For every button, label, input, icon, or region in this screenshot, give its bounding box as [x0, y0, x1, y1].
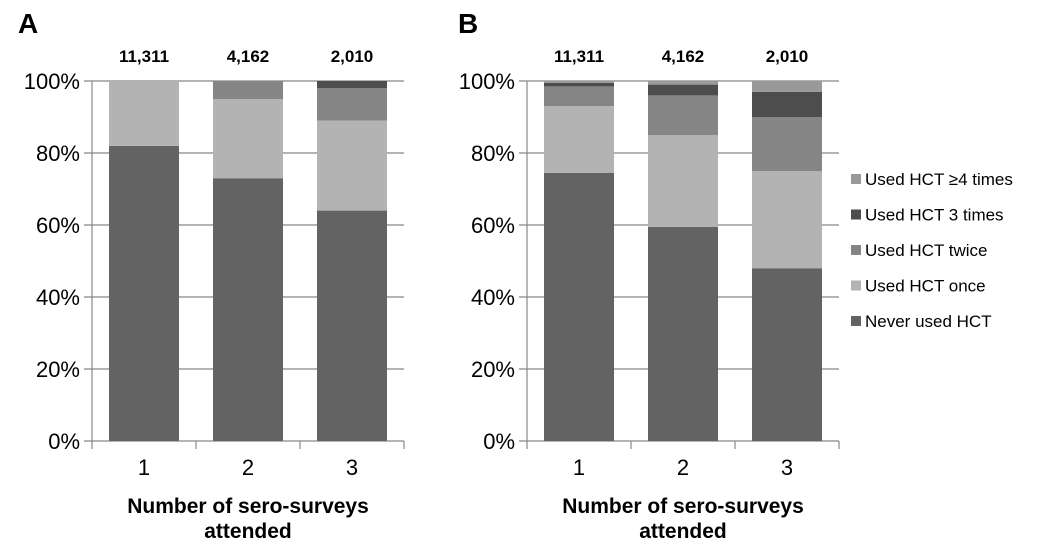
x-axis-title: attended — [639, 520, 727, 543]
bar-segment — [109, 145, 179, 442]
bar-count-label: 4,162 — [662, 47, 705, 66]
bar-segment — [213, 81, 283, 99]
legend-swatch — [851, 280, 861, 291]
bar-segment — [213, 99, 283, 179]
y-tick-label: 20% — [36, 357, 80, 382]
bar-count-label: 11,311 — [554, 47, 604, 66]
bar-segment — [752, 117, 822, 171]
x-tick-label: 1 — [138, 455, 150, 480]
chart-panel-a: A 0% 20% 40% 60% 80% 100% 1 11,311 2 4,162 3 2,010 Nu… — [18, 8, 405, 543]
bar-segment — [752, 268, 822, 441]
legend-swatch — [851, 245, 861, 255]
bar-count-label: 4,162 — [227, 47, 270, 66]
bar-segment — [648, 135, 718, 227]
x-axis-title: Number of sero-surveys — [562, 495, 804, 518]
bar-segment — [317, 88, 387, 121]
bar-count-label: 2,010 — [766, 47, 809, 66]
panel-letter: B — [458, 8, 478, 39]
y-tick-label: 100% — [459, 69, 515, 94]
bar-segment — [317, 120, 387, 211]
bar-segment — [544, 172, 614, 442]
bar-segment — [752, 81, 822, 92]
legend-label: Never used HCT — [865, 312, 992, 331]
y-tick-label: 60% — [36, 213, 80, 238]
bar-segment — [648, 81, 718, 85]
bar-segment — [648, 95, 718, 135]
x-tick-label: 2 — [242, 455, 254, 480]
legend-swatch — [851, 174, 861, 184]
legend-swatch — [851, 316, 861, 326]
y-tick-label: 40% — [471, 285, 515, 310]
x-tick-label: 3 — [346, 455, 358, 480]
y-tick-label: 0% — [483, 429, 515, 454]
bar-segment — [544, 106, 614, 173]
legend-label: Used HCT 3 times — [865, 206, 1004, 225]
x-tick-label: 1 — [573, 455, 585, 480]
bar-segment — [752, 171, 822, 269]
legend-label: Used HCT ≥4 times — [865, 170, 1013, 189]
panel-letter: A — [18, 8, 38, 39]
bar-count-label: 11,311 — [119, 47, 169, 66]
y-tick-label: 20% — [471, 357, 515, 382]
bar-segment — [752, 91, 822, 117]
bar-segment — [544, 82, 614, 87]
bar-segment — [213, 178, 283, 441]
legend-swatch — [851, 209, 861, 220]
chart-legend: Used HCT ≥4 times Used HCT 3 times Used HC… — [851, 170, 1013, 331]
legend-label: Used HCT twice — [865, 241, 988, 260]
bar-segment — [544, 81, 614, 83]
y-tick-label: 40% — [36, 285, 80, 310]
x-axis-title: attended — [204, 520, 292, 543]
x-axis-title: Number of sero-surveys — [127, 495, 369, 518]
legend-label: Used HCT once — [865, 277, 986, 296]
y-tick-label: 60% — [471, 213, 515, 238]
bar-segment — [648, 84, 718, 96]
bar-segment — [544, 86, 614, 107]
x-tick-label: 3 — [781, 455, 793, 480]
bar-segment — [317, 81, 387, 89]
bar-segment — [648, 226, 718, 441]
y-tick-label: 80% — [36, 141, 80, 166]
x-tick-label: 2 — [677, 455, 689, 480]
bar-segment — [317, 210, 387, 441]
y-tick-label: 80% — [471, 141, 515, 166]
y-tick-label: 100% — [24, 69, 80, 94]
chart-panel-b: B 0% 20% 40% 60% 80% 100% 1 11,311 2 4,162 3 2,010 Nu… — [458, 8, 840, 543]
bar-count-label: 2,010 — [331, 47, 374, 66]
y-tick-label: 0% — [48, 429, 80, 454]
bar-segment — [109, 81, 179, 146]
